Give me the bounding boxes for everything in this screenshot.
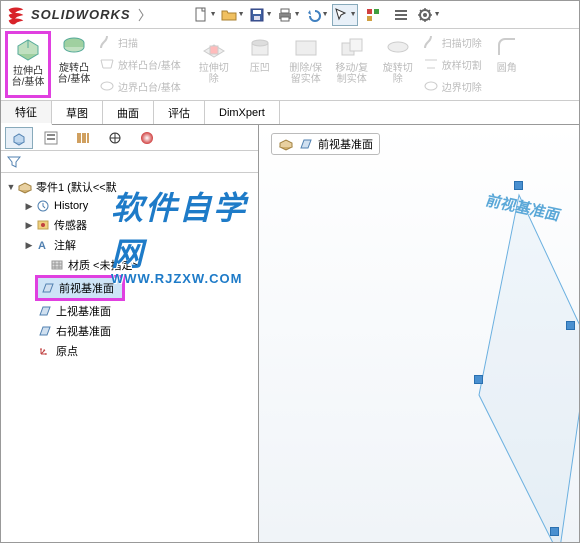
history-icon xyxy=(35,199,51,213)
content-area: ▼ 零件1 (默认<<默 ▶ History ▶ 传感器 ▶ A 注解 xyxy=(1,125,579,542)
select-button[interactable]: ▼ xyxy=(332,4,358,26)
settings-button[interactable]: ▼ xyxy=(416,4,442,26)
tab-features[interactable]: 特征 xyxy=(1,101,52,125)
feature-tree-panel: ▼ 零件1 (默认<<默 ▶ History ▶ 传感器 ▶ A 注解 xyxy=(1,125,259,542)
revolve-boss-button[interactable]: 旋转凸 台/基体 xyxy=(51,31,97,98)
tree-item-front-plane[interactable]: 前视基准面 xyxy=(35,275,125,301)
new-button[interactable]: ▼ xyxy=(192,4,218,26)
part-icon xyxy=(278,137,294,151)
expand-icon[interactable]: ▶ xyxy=(23,240,35,251)
cut-extrude-button[interactable]: 拉伸切 除 xyxy=(191,31,237,98)
loft-button[interactable]: 放样凸台/基体 xyxy=(97,53,183,75)
tree-item-right-plane[interactable]: 右视基准面 xyxy=(35,321,256,341)
tree-item-origin[interactable]: 原点 xyxy=(35,341,256,361)
side-toolbar xyxy=(1,125,258,151)
save-button[interactable]: ▼ xyxy=(248,4,274,26)
cut-sweep-button[interactable]: 扫描切除 xyxy=(421,31,484,53)
plane-icon xyxy=(40,281,56,295)
title-bar: SOLIDWORKS ▼ ▼ ▼ ▼ ▼ ▼ ▼ xyxy=(1,1,579,29)
filter-bar xyxy=(1,151,258,173)
feature-manager-tab[interactable] xyxy=(5,127,33,149)
cut-revolve-button[interactable]: 旋转切 除 xyxy=(375,31,421,98)
cut-boundary-button[interactable]: 边界切除 xyxy=(421,75,484,97)
dimxpert-manager-tab[interactable] xyxy=(101,127,129,149)
move-copy-button[interactable]: 移动/复 制实体 xyxy=(329,31,375,98)
tree-item-material[interactable]: 材质 <未指定> xyxy=(35,255,256,275)
plane-icon xyxy=(37,324,53,338)
display-manager-tab[interactable] xyxy=(133,127,161,149)
rebuild-button[interactable] xyxy=(360,4,386,26)
part-icon xyxy=(17,180,33,194)
sweep-button[interactable]: 扫描 xyxy=(97,31,183,53)
property-manager-tab[interactable] xyxy=(37,127,65,149)
front-plane-3d[interactable] xyxy=(259,165,579,542)
sensor-icon xyxy=(35,218,51,232)
material-icon xyxy=(49,258,65,272)
options-button[interactable] xyxy=(388,4,414,26)
open-button[interactable]: ▼ xyxy=(220,4,246,26)
undo-button[interactable]: ▼ xyxy=(304,4,330,26)
cut-loft-button[interactable]: 放样切割 xyxy=(421,53,484,75)
divider-icon xyxy=(137,7,145,23)
delete-keep-button[interactable]: 删除/保 留实体 xyxy=(283,31,329,98)
plane-icon xyxy=(298,137,314,151)
origin-icon xyxy=(37,344,53,358)
hole-button[interactable]: 压凹 xyxy=(237,31,283,98)
config-manager-tab[interactable] xyxy=(69,127,97,149)
revolve-label: 旋转凸 台/基体 xyxy=(58,63,91,85)
feature-tree: ▼ 零件1 (默认<<默 ▶ History ▶ 传感器 ▶ A 注解 xyxy=(1,173,258,365)
tab-dimxpert[interactable]: DimXpert xyxy=(205,101,280,124)
extrude-boss-button[interactable]: 拉伸凸 台/基体 xyxy=(5,31,51,98)
tree-item-top-plane[interactable]: 上视基准面 xyxy=(35,301,256,321)
plane-handle[interactable] xyxy=(550,527,559,536)
tab-sketch[interactable]: 草图 xyxy=(52,101,103,124)
ribbon: 拉伸凸 台/基体 旋转凸 台/基体 扫描 放样凸台/基体 边界凸台/基体 拉伸切… xyxy=(1,29,579,101)
brand-text: SOLIDWORKS xyxy=(31,7,131,22)
tree-item-history[interactable]: ▶ History xyxy=(21,197,256,215)
3d-viewport[interactable]: 前视基准面 前视基准面 xyxy=(259,125,579,542)
tree-item-annotations[interactable]: ▶ A 注解 xyxy=(21,235,256,255)
tab-surface[interactable]: 曲面 xyxy=(103,101,154,124)
tab-evaluate[interactable]: 评估 xyxy=(154,101,205,124)
solidworks-logo-icon xyxy=(5,4,27,26)
extrude-label: 拉伸凸 台/基体 xyxy=(12,66,45,88)
svg-text:A: A xyxy=(38,240,46,252)
print-button[interactable]: ▼ xyxy=(276,4,302,26)
expand-icon[interactable]: ▶ xyxy=(23,220,35,231)
plane-handle[interactable] xyxy=(514,181,523,190)
annotation-icon: A xyxy=(35,238,51,252)
tree-item-sensors[interactable]: ▶ 传感器 xyxy=(21,215,256,235)
plane-handle[interactable] xyxy=(474,375,483,384)
fillet-button[interactable]: 圆角 xyxy=(484,31,530,98)
plane-handle[interactable] xyxy=(566,321,575,330)
plane-icon xyxy=(37,304,53,318)
expand-icon[interactable]: ▶ xyxy=(23,201,35,212)
breadcrumb[interactable]: 前视基准面 xyxy=(271,133,380,155)
tree-root[interactable]: ▼ 零件1 (默认<<默 xyxy=(3,177,256,197)
expand-icon[interactable]: ▼ xyxy=(5,182,17,192)
boundary-button[interactable]: 边界凸台/基体 xyxy=(97,75,183,97)
filter-icon[interactable] xyxy=(7,155,21,169)
command-tabs: 特征 草图 曲面 评估 DimXpert xyxy=(1,101,579,125)
